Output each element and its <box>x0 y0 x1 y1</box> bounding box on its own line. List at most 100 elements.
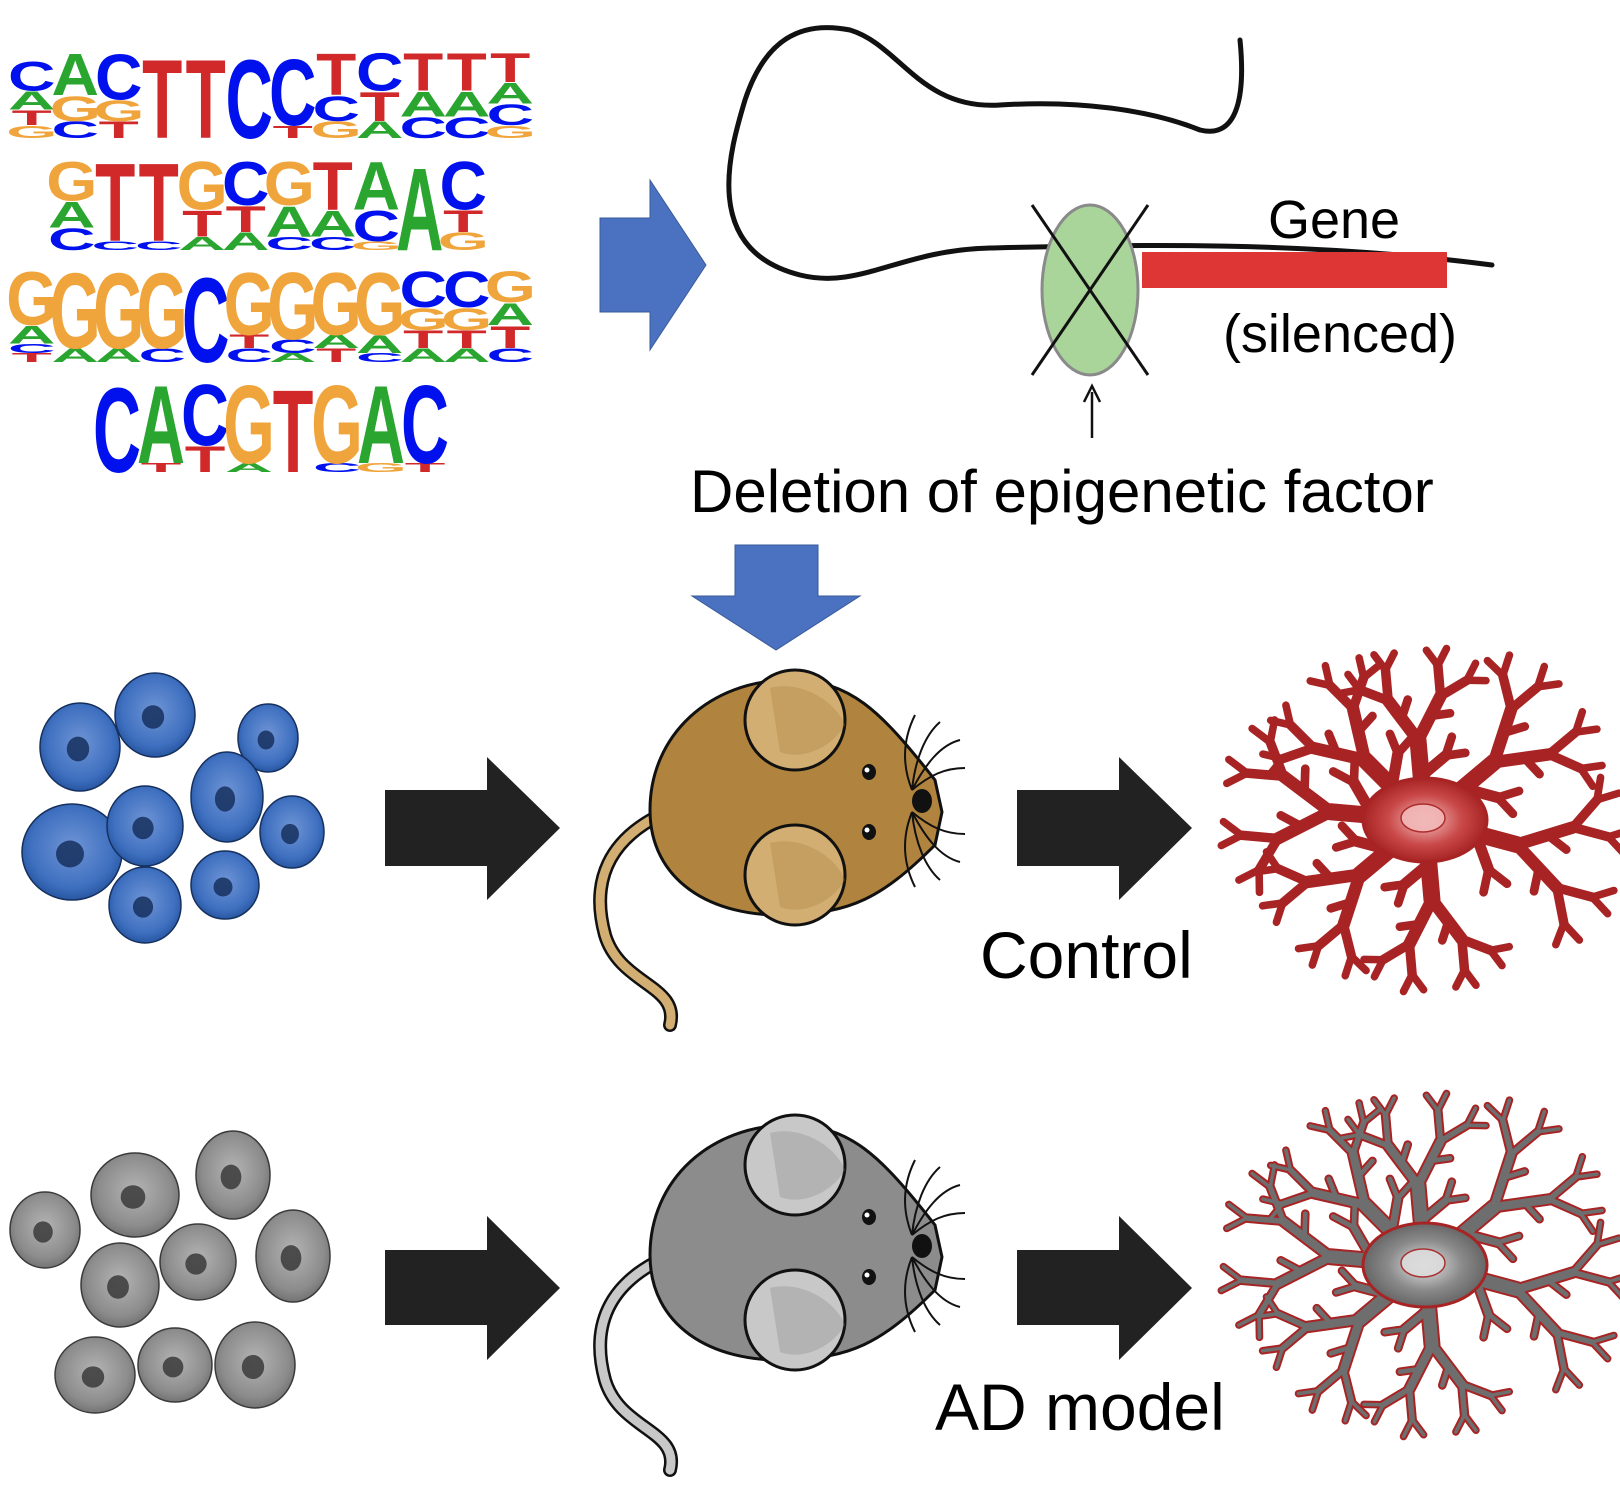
mouse-nose <box>912 1234 932 1258</box>
black-arrow-ad-2 <box>1017 1216 1192 1360</box>
motif-letter: G <box>50 250 101 371</box>
motif-letter: C <box>8 53 55 100</box>
ad-stem-cell <box>195 1130 271 1220</box>
motif-letter: C <box>139 345 186 366</box>
pointer-arrow-head <box>1082 383 1102 403</box>
control-stem-cell <box>237 703 299 773</box>
motif-letter: C <box>222 149 269 219</box>
motif-letter: T <box>12 351 52 365</box>
motif-letter: A <box>400 85 447 125</box>
motif-letter: T <box>490 319 530 355</box>
ad-model-label: AD model <box>935 1370 1225 1444</box>
motif-letter: T <box>490 44 530 91</box>
motif-letter: C <box>92 239 139 253</box>
motif-letter: T <box>182 204 223 245</box>
motif-letter: T <box>443 204 483 239</box>
control-stem-cell <box>190 751 264 843</box>
ad-stem-cell <box>54 1336 136 1414</box>
motif-letter: C <box>400 262 447 318</box>
motif-letter: T <box>447 325 487 354</box>
control-label: Control <box>980 918 1193 992</box>
motif-letter: C <box>182 253 229 388</box>
mouse-ear-bottom <box>743 823 847 927</box>
motif-letter: T <box>316 345 357 366</box>
motif-letter: G <box>264 149 315 219</box>
motif-letter: C <box>356 351 403 365</box>
motif-letter: A <box>137 363 185 487</box>
mouse-nose <box>912 789 932 813</box>
gene-status-label: (silenced) <box>1223 304 1457 364</box>
motif-letter: A <box>269 351 316 365</box>
motif-letter: A <box>443 345 490 366</box>
motif-letter: C <box>48 222 95 257</box>
motif-letter: C <box>401 363 449 487</box>
mouse-eye-top <box>862 764 876 780</box>
motif-letter: C <box>353 202 400 250</box>
motif-letter: C <box>226 345 273 366</box>
motif-letter: G <box>267 254 318 360</box>
motif-letter: C <box>443 111 490 144</box>
ad-model-neuron <box>1217 1089 1620 1441</box>
motif-letter: G <box>398 301 449 337</box>
motif-letter: T <box>141 461 182 475</box>
motif-letter: C <box>487 345 534 366</box>
motif-letter: G <box>485 262 536 312</box>
mouse-whiskers <box>904 1159 966 1333</box>
ad-stem-cell <box>255 1209 331 1303</box>
motif-letter: A <box>222 228 269 256</box>
control-stem-cells <box>21 672 325 944</box>
mouse-ear-top <box>743 1113 847 1217</box>
motif-letter: T <box>360 83 400 130</box>
motif-letter: C <box>440 148 487 224</box>
control-stem-cell <box>39 702 121 792</box>
motif-letter: G <box>224 254 275 354</box>
motif-letter: A <box>396 145 443 276</box>
motif-letter: C <box>95 41 142 114</box>
black-arrow-ad-1 <box>385 1216 560 1360</box>
motif-letter: C <box>309 233 356 254</box>
motif-letter: T <box>12 106 52 130</box>
motif-letter: G <box>311 254 362 354</box>
motif-letter: C <box>313 89 360 129</box>
motif-letter: T <box>99 117 139 143</box>
motif-letter: A <box>356 330 403 359</box>
mouse-eye-bottom <box>862 824 876 840</box>
neuron-dendrites <box>1219 1091 1620 1439</box>
blue-down-arrow <box>690 544 862 651</box>
motif-letter: G <box>6 258 57 343</box>
motif-letter: G <box>311 117 362 143</box>
motif-letter: G <box>355 461 407 475</box>
motif-letter: G <box>50 89 101 129</box>
motif-letter: G <box>438 228 489 256</box>
ad-stem-cell <box>90 1152 180 1238</box>
motif-letter: A <box>487 77 534 110</box>
neuron-nucleus <box>1400 803 1446 833</box>
gene-label: Gene <box>1268 190 1400 250</box>
control-stem-cell <box>114 672 196 758</box>
control-mouse <box>593 668 966 1032</box>
ad-stem-cell <box>9 1191 81 1269</box>
motif-letter: T <box>313 148 353 224</box>
motif-letter: T <box>229 331 270 352</box>
motif-letter: A <box>52 42 99 108</box>
motif-letter: C <box>313 461 361 475</box>
motif-letter: A <box>309 204 356 245</box>
motif-letter: A <box>313 331 360 352</box>
motif-letter: C <box>443 262 490 318</box>
motif-letter: T <box>447 43 487 103</box>
motif-letter: A <box>225 461 273 475</box>
control-stem-cell <box>259 795 325 869</box>
control-stem-cell <box>108 866 182 944</box>
motif-letter: C <box>269 336 316 357</box>
motif-letter: C <box>8 342 55 356</box>
motif-letter: A <box>179 233 226 254</box>
motif-letter: C <box>226 35 273 162</box>
motif-letter: G <box>311 363 363 487</box>
motif-letter: C <box>52 117 99 143</box>
motif-letter: T <box>139 141 179 265</box>
ad-model-mouse <box>593 1113 966 1477</box>
motif-letter: C <box>269 40 316 146</box>
